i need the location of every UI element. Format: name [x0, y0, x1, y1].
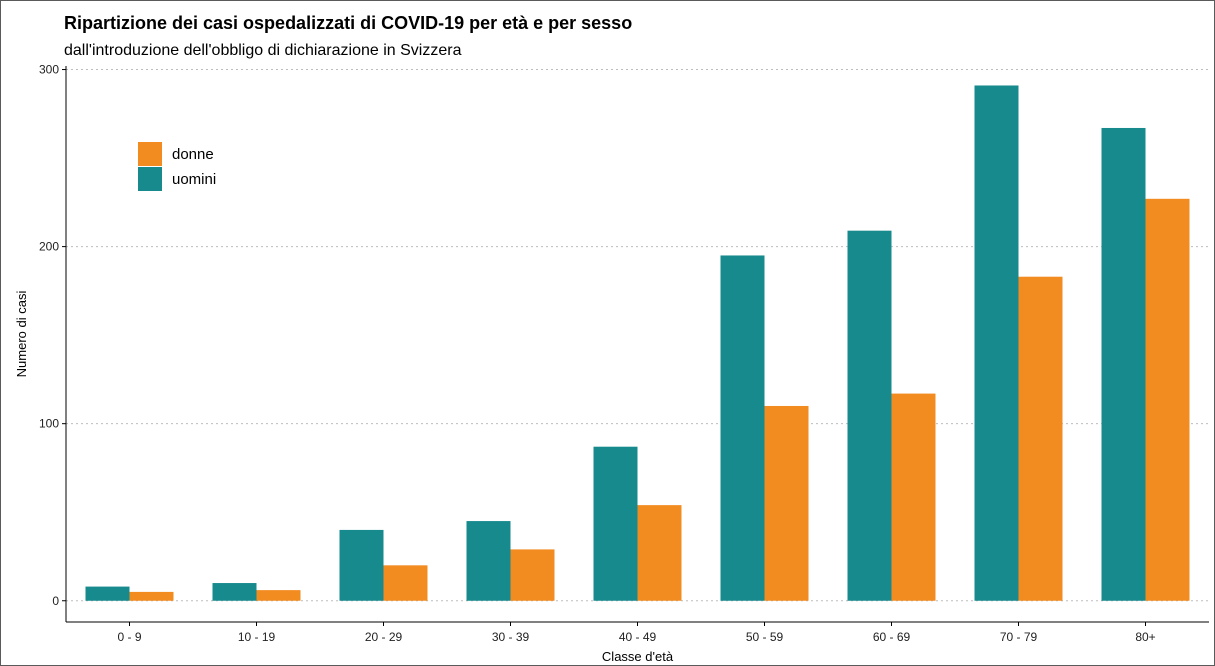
- x-tick-label: 50 - 59: [746, 630, 784, 644]
- y-tick-label: 200: [39, 240, 59, 254]
- bar-uomini: [85, 586, 130, 601]
- x-tick-label: 60 - 69: [873, 630, 911, 644]
- x-tick-label: 30 - 39: [492, 630, 530, 644]
- legend-label-uomini: uomini: [172, 171, 216, 188]
- bar-donne: [129, 591, 174, 601]
- bar-donne: [510, 549, 555, 601]
- bar-uomini: [466, 521, 511, 601]
- bar-uomini: [720, 255, 765, 601]
- y-ticks: 0 100 200 300: [39, 63, 66, 608]
- bar-uomini: [212, 583, 257, 601]
- x-ticks: 0 - 9 10 - 19 20 - 29 30 - 39 40 - 49 50 - 59…: [117, 622, 1156, 644]
- bar-uomini: [974, 85, 1019, 601]
- bar-uomini: [1101, 127, 1146, 601]
- bar-donne: [891, 393, 936, 601]
- bar-uomini: [593, 446, 638, 601]
- y-tick-label: 0: [52, 594, 59, 608]
- y-tick-label: 300: [39, 63, 59, 77]
- chart-subtitle: dall'introduzione dell'obbligo di dichia…: [64, 42, 462, 59]
- x-tick-label: 0 - 9: [117, 630, 141, 644]
- bars: [85, 85, 1190, 601]
- legend-swatch-uomini: [138, 167, 162, 191]
- x-tick-label: 80+: [1135, 630, 1155, 644]
- bar-donne: [637, 505, 682, 601]
- chart-title: Ripartizione dei casi ospedalizzati di C…: [64, 13, 633, 33]
- bar-donne: [1145, 198, 1190, 601]
- legend-label-donne: donne: [172, 146, 214, 163]
- x-tick-label: 10 - 19: [238, 630, 276, 644]
- bar-donne: [383, 565, 428, 601]
- bar-uomini: [847, 230, 892, 601]
- bar-donne: [1018, 276, 1063, 601]
- legend-swatch-donne: [138, 142, 162, 166]
- x-tick-label: 20 - 29: [365, 630, 403, 644]
- bar-donne: [764, 405, 809, 601]
- x-axis-label: Classe d'età: [602, 649, 674, 664]
- x-tick-label: 70 - 79: [1000, 630, 1038, 644]
- bar-donne: [256, 590, 301, 601]
- y-axis-label: Numero di casi: [14, 291, 29, 378]
- bar-uomini: [339, 529, 384, 601]
- x-tick-label: 40 - 49: [619, 630, 657, 644]
- legend: donne uomini: [138, 142, 216, 191]
- y-tick-label: 100: [39, 417, 59, 431]
